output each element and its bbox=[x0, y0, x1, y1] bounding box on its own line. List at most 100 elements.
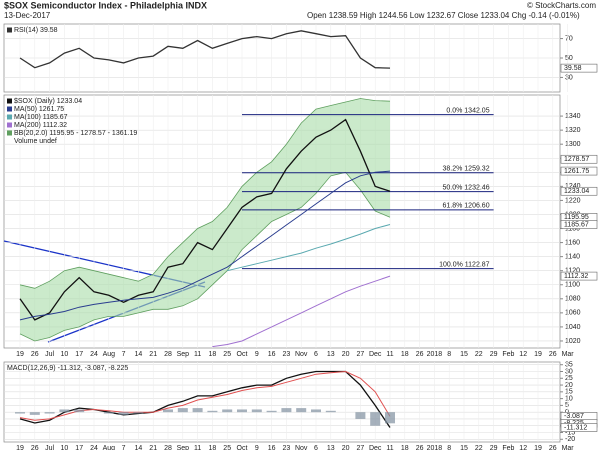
histogram-bar bbox=[281, 408, 292, 413]
price-tag bbox=[560, 154, 598, 164]
x-tick-label: 12 bbox=[519, 351, 527, 358]
histogram-bar bbox=[296, 408, 307, 413]
x-tick-label: 29 bbox=[490, 445, 498, 450]
chart-title: $SOX Semiconductor Index - Philadelphia … bbox=[4, 0, 207, 10]
histogram-bar bbox=[385, 412, 395, 424]
macd-panel bbox=[3, 361, 561, 443]
x-tick-label: 17 bbox=[75, 351, 83, 358]
x-tick-label: 24 bbox=[90, 445, 98, 450]
histogram-bar bbox=[370, 412, 381, 426]
x-tick-label: 20 bbox=[342, 445, 350, 450]
histogram-bar bbox=[325, 410, 336, 413]
series-line bbox=[19, 118, 391, 321]
price-tag-label: 1185.67 bbox=[564, 221, 589, 228]
y-tick-label: 1160 bbox=[565, 239, 580, 246]
x-tick-label: Aug bbox=[103, 351, 116, 358]
y-tick-label: 1040 bbox=[565, 324, 581, 331]
x-tick-label: 10 bbox=[61, 351, 69, 358]
price-tag-label: 1195.95 bbox=[564, 214, 589, 221]
x-tick-label: 23 bbox=[283, 351, 291, 358]
x-tick-label: 2018 bbox=[427, 351, 443, 358]
x-tick-label: 16 bbox=[268, 445, 276, 450]
x-tick-label: 16 bbox=[268, 351, 276, 358]
histogram-bar bbox=[118, 412, 129, 415]
price-tag bbox=[560, 63, 598, 73]
x-tick-label: 15 bbox=[460, 351, 468, 358]
y-tick-label: 1060 bbox=[565, 310, 581, 317]
legend-swatch bbox=[7, 106, 12, 112]
x-tick-label: 11 bbox=[194, 445, 201, 450]
histogram-bar bbox=[311, 409, 321, 413]
y-tick-label: 35 bbox=[565, 362, 573, 369]
x-tick-label: 13 bbox=[327, 445, 335, 450]
x-tick-label: 27 bbox=[357, 445, 365, 450]
x-tick-label: Nov bbox=[295, 351, 308, 358]
y-tick-label: 1140 bbox=[565, 253, 580, 260]
series-line bbox=[19, 370, 391, 428]
x-tick-label: 28 bbox=[164, 351, 172, 358]
date: 13-Dec-2017 bbox=[4, 11, 51, 20]
panel-title: MACD(12,26,9) -11.312, -3.087, -8.225 bbox=[7, 365, 128, 372]
histogram-bar bbox=[222, 409, 233, 413]
x-tick-label: Nov bbox=[295, 445, 308, 450]
x-tick-label: 6 bbox=[314, 445, 318, 450]
histogram-bar bbox=[251, 409, 262, 413]
x-tick-label: 21 bbox=[149, 351, 157, 358]
x-tick-label: Oct bbox=[237, 351, 248, 358]
histogram-bar bbox=[103, 412, 114, 414]
y-tick-label: 70 bbox=[565, 35, 573, 42]
histogram-bar bbox=[355, 412, 366, 419]
legend-swatch bbox=[7, 114, 12, 120]
band-upper bbox=[19, 98, 391, 289]
x-tick-label: 20 bbox=[342, 351, 350, 358]
x-tick-label: Sep bbox=[177, 351, 190, 358]
y-tick-label: 30 bbox=[565, 368, 573, 375]
legend-label: RSI(14) 39.58 bbox=[14, 27, 58, 34]
x-tick-label: Aug bbox=[103, 445, 116, 450]
price-tag-label: 1233.04 bbox=[564, 188, 589, 195]
y-tick-label: 20 bbox=[565, 382, 573, 389]
price-tag-label: 1261.75 bbox=[564, 168, 589, 175]
x-tick-label: Feb bbox=[502, 351, 514, 358]
legend-label: MA(100) 1185.67 bbox=[14, 114, 68, 121]
price-tag-label: 1278.57 bbox=[564, 156, 589, 163]
y-tick-label: 1180 bbox=[565, 225, 580, 232]
x-tick-label: Sep bbox=[177, 445, 190, 450]
x-tick-label: 8 bbox=[447, 351, 451, 358]
x-tick-label: 9 bbox=[255, 351, 259, 358]
y-tick-label: 15 bbox=[565, 389, 573, 396]
legend-swatch bbox=[7, 130, 12, 136]
x-tick-label: 28 bbox=[164, 445, 172, 450]
series-line bbox=[19, 170, 391, 321]
histogram-bar bbox=[44, 412, 55, 414]
x-tick-label: 14 bbox=[135, 351, 143, 358]
y-tick-label: 1320 bbox=[565, 127, 581, 134]
x-tick-label: 2018 bbox=[427, 445, 443, 450]
y-tick-label: -15 bbox=[565, 429, 575, 436]
x-tick-label: 29 bbox=[490, 351, 498, 358]
fib-label: 50.0% 1232.46 bbox=[442, 185, 489, 192]
legend-label: MA(50) 1261.75 bbox=[14, 106, 64, 113]
legend-swatch bbox=[7, 27, 12, 33]
histogram-bar bbox=[59, 409, 70, 413]
y-tick-label: 1340 bbox=[565, 113, 581, 120]
price-tag bbox=[560, 220, 598, 229]
x-tick-label: 10 bbox=[61, 445, 69, 450]
x-tick-label: 26 bbox=[549, 351, 557, 358]
x-tick-label: 27 bbox=[357, 351, 365, 358]
x-tick-label: 18 bbox=[401, 351, 409, 358]
y-tick-label: 1120 bbox=[565, 268, 580, 275]
x-tick-label: Mar bbox=[562, 351, 575, 358]
x-tick-label: 18 bbox=[209, 445, 217, 450]
x-tick-label: 26 bbox=[31, 445, 39, 450]
legend-swatch bbox=[7, 98, 12, 104]
series-line bbox=[212, 275, 391, 348]
x-tick-label: 26 bbox=[416, 445, 424, 450]
x-tick-label: 15 bbox=[460, 445, 468, 450]
x-tick-label: 26 bbox=[549, 445, 557, 450]
price-tag-label: 1112.32 bbox=[564, 273, 588, 280]
x-tick-label: 12 bbox=[519, 445, 527, 450]
x-tick-label: 26 bbox=[31, 351, 39, 358]
x-tick-label: 26 bbox=[416, 351, 424, 358]
